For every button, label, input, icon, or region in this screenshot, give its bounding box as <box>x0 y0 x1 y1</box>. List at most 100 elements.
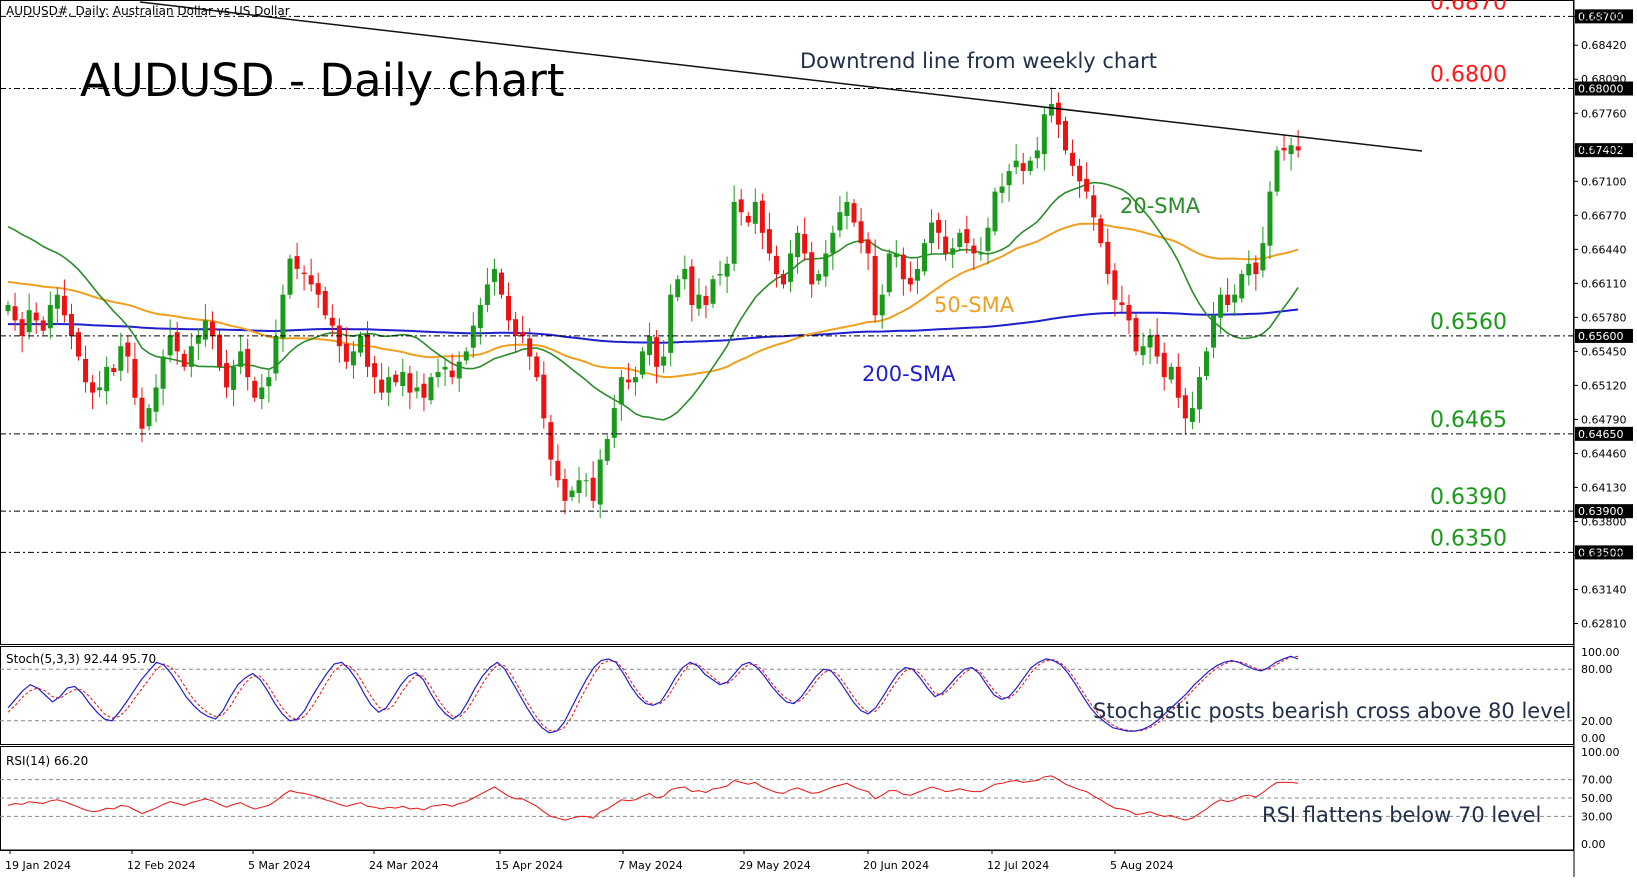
candle-body <box>809 252 815 285</box>
level-label: 0.6870 <box>1430 0 1507 15</box>
price-tick-label: 0.64790 <box>1581 413 1627 426</box>
rsi-tick-label: 30.00 <box>1581 810 1613 823</box>
candle-body <box>879 294 885 316</box>
candle-body <box>1006 170 1012 186</box>
candle-body <box>231 366 237 390</box>
candle-body <box>555 460 561 481</box>
candle-body <box>1168 366 1174 380</box>
candle-body <box>590 477 596 501</box>
candle-body <box>1105 241 1111 275</box>
candle-body <box>752 201 758 224</box>
candle-body <box>1211 315 1217 348</box>
price-tick-label: 0.66440 <box>1581 243 1627 256</box>
candle-body <box>724 263 730 277</box>
level-label: 0.6390 <box>1430 485 1507 510</box>
candle-body <box>1260 243 1266 271</box>
candle-body <box>491 268 497 282</box>
candle-body <box>795 232 801 258</box>
candle-body <box>273 335 279 374</box>
candle-body <box>999 186 1005 193</box>
candle-body <box>1161 352 1167 378</box>
rsi-tick-label: 0.00 <box>1581 838 1606 851</box>
price-tick-label: 0.68090 <box>1581 73 1627 86</box>
candle-body <box>647 335 653 356</box>
rsi-line <box>7 775 1299 821</box>
candle-body <box>943 236 949 254</box>
x-tick-label: 12 Feb 2024 <box>127 859 195 872</box>
candle-body <box>583 480 589 482</box>
level-price-box <box>1575 504 1633 519</box>
sma20-label: 20-SMA <box>1120 194 1201 218</box>
current-price-text: 0.67402 <box>1578 144 1624 157</box>
x-tick-label: 19 Jan 2024 <box>5 859 71 872</box>
candle-body <box>520 332 526 336</box>
level-price-text: 0.68700 <box>1578 10 1624 23</box>
candle-body <box>745 215 751 223</box>
candle-body <box>971 245 977 254</box>
candle-body <box>477 304 483 329</box>
candle-body <box>202 320 208 340</box>
level-price-box <box>1575 328 1633 343</box>
candle-body <box>12 306 18 321</box>
candle-body <box>266 377 272 387</box>
candle-body <box>1154 334 1160 357</box>
level-price-text: 0.65600 <box>1578 330 1624 343</box>
candle-body <box>640 351 645 375</box>
candle-body <box>97 387 103 391</box>
candle-body <box>675 279 681 298</box>
price-tick-label: 0.66110 <box>1581 277 1627 290</box>
sma200-line <box>8 308 1299 344</box>
candle-body <box>992 191 998 232</box>
candle-body <box>238 351 244 367</box>
candle-body <box>132 359 138 398</box>
price-tick-label: 0.67760 <box>1581 107 1627 120</box>
candle-body <box>287 258 293 295</box>
candle-body <box>689 266 695 305</box>
candle-body <box>1239 274 1245 299</box>
candle-body <box>1119 302 1125 305</box>
stoch-tick-label: 100.00 <box>1581 646 1620 659</box>
candle-body <box>160 356 166 389</box>
candle-body <box>139 397 145 429</box>
candle-body <box>562 478 568 501</box>
candle-body <box>315 283 321 295</box>
candle-body <box>499 272 504 295</box>
stoch-tick-label: 80.00 <box>1581 663 1613 676</box>
candle-body <box>174 332 180 352</box>
candle-body <box>851 203 857 223</box>
candle-body <box>1027 160 1033 171</box>
candle-body <box>358 335 363 353</box>
candle-body <box>280 294 286 339</box>
level-price-box <box>1575 81 1633 96</box>
candle-body <box>759 200 765 233</box>
candle-body <box>802 234 808 254</box>
candle-body <box>153 387 159 412</box>
price-tick-label: 0.62810 <box>1581 618 1627 631</box>
candle-body <box>68 314 74 336</box>
price-tick-label: 0.63470 <box>1581 549 1627 562</box>
candle-body <box>569 490 575 498</box>
level-price-box <box>1575 9 1633 24</box>
candle-body <box>372 363 378 378</box>
candle-body <box>625 379 631 383</box>
price-tick-label: 0.65120 <box>1581 379 1627 392</box>
candle-body <box>985 227 991 251</box>
candle-body <box>1204 351 1209 376</box>
candle-body <box>379 379 385 393</box>
candle-body <box>886 253 892 293</box>
candle-body <box>400 371 406 387</box>
candle-body <box>104 366 110 392</box>
candle-body <box>259 387 265 400</box>
candle-body <box>1041 114 1047 155</box>
candle-body <box>576 480 582 494</box>
candle-body <box>329 317 335 326</box>
candle-body <box>830 232 836 254</box>
level-label: 0.6560 <box>1430 310 1507 335</box>
candle-body <box>929 222 935 244</box>
x-tick-label: 12 Jul 2024 <box>987 859 1049 872</box>
downtrend-line <box>139 1 1423 152</box>
candle-body <box>40 320 46 331</box>
candle-body <box>696 294 702 309</box>
